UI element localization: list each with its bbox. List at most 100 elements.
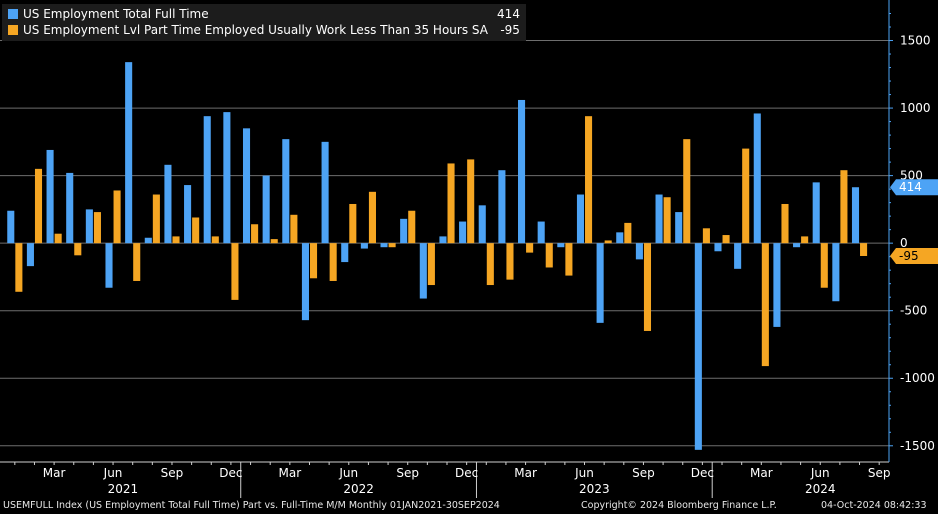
bar-part-time-37 <box>742 148 750 244</box>
bar-part-time-22 <box>447 163 455 244</box>
bar-full-time-23 <box>459 221 467 244</box>
bar-full-time-42 <box>832 243 840 302</box>
bar-full-time-25 <box>498 170 506 244</box>
bar-full-time-17 <box>341 243 349 263</box>
bar-part-time-36 <box>722 235 730 244</box>
bar-full-time-24 <box>478 205 486 244</box>
bar-full-time-5 <box>105 243 113 288</box>
bar-part-time-18 <box>368 191 376 244</box>
bar-part-time-1 <box>34 168 43 244</box>
bar-full-time-19 <box>380 243 388 248</box>
x-tick-label-13: Jun <box>810 466 830 480</box>
bar-part-time-5 <box>113 190 121 244</box>
bar-part-time-16 <box>329 243 337 281</box>
bar-part-time-11 <box>231 243 239 300</box>
x-tick-label-2: Sep <box>161 466 184 480</box>
bar-part-time-42 <box>840 170 848 244</box>
legend: US Employment Total Full Time 414 US Emp… <box>2 4 526 41</box>
bar-full-time-8 <box>164 164 172 244</box>
end-tag-label-full-time: 414 <box>899 180 922 194</box>
bar-part-time-38 <box>761 243 769 367</box>
bar-part-time-43 <box>860 243 868 256</box>
bar-full-time-1 <box>26 243 34 267</box>
bar-part-time-32 <box>643 243 652 331</box>
bar-full-time-43 <box>851 187 860 244</box>
bar-full-time-9 <box>184 185 192 244</box>
bar-part-time-4 <box>93 212 101 244</box>
bar-part-time-34 <box>683 139 691 244</box>
bar-part-time-0 <box>15 243 23 292</box>
bar-full-time-6 <box>125 62 133 244</box>
legend-label-full-time: US Employment Total Full Time <box>23 7 209 21</box>
bar-full-time-16 <box>321 141 329 244</box>
legend-swatch-full-time <box>8 9 18 19</box>
bar-part-time-21 <box>427 243 435 286</box>
x-tick-label-5: Jun <box>338 466 358 480</box>
x-tick-label-4: Mar <box>279 466 302 480</box>
bar-part-time-15 <box>309 243 318 279</box>
x-tick-label-10: Sep <box>632 466 655 480</box>
bar-part-time-24 <box>486 243 494 286</box>
x-tick-label-8: Mar <box>514 466 537 480</box>
bar-full-time-10 <box>203 116 211 244</box>
x-tick-label-9: Jun <box>574 466 594 480</box>
bar-part-time-23 <box>467 159 475 244</box>
x-tick-label-12: Mar <box>750 466 773 480</box>
bar-full-time-37 <box>734 243 742 269</box>
bar-full-time-40 <box>793 243 801 248</box>
bar-part-time-40 <box>801 236 809 244</box>
bar-full-time-15 <box>301 243 309 321</box>
bar-full-time-22 <box>439 236 447 244</box>
bar-full-time-33 <box>655 194 663 244</box>
bar-full-time-27 <box>537 221 545 244</box>
y-tick-label-1500: 1500 <box>900 34 931 48</box>
footer-timestamp: 04-Oct-2024 08:42:33 <box>821 500 927 511</box>
bar-part-time-30 <box>604 240 612 244</box>
bar-part-time-25 <box>506 243 514 280</box>
y-tick-label-500: 500 <box>900 169 923 183</box>
bar-part-time-28 <box>565 243 573 276</box>
bar-full-time-3 <box>66 172 74 244</box>
bar-part-time-27 <box>545 243 553 268</box>
y-tick-label-0: 0 <box>900 236 908 250</box>
bar-full-time-12 <box>242 128 251 244</box>
legend-swatch-part-time <box>8 25 18 35</box>
bar-full-time-41 <box>812 182 820 244</box>
bar-part-time-10 <box>211 236 219 244</box>
bar-full-time-13 <box>262 175 270 244</box>
year-label-2023: 2023 <box>579 482 610 496</box>
x-tick-label-3: Dec <box>219 466 242 480</box>
bar-part-time-6 <box>133 243 141 281</box>
footer-description: USEMFULL Index (US Employment Total Full… <box>3 500 500 511</box>
y-tick-label--500: -500 <box>900 304 927 318</box>
bar-part-time-31 <box>624 222 632 244</box>
year-label-2022: 2022 <box>343 482 374 496</box>
bar-part-time-17 <box>349 203 357 244</box>
bar-full-time-34 <box>675 212 683 244</box>
y-tick-label-1000: 1000 <box>900 101 931 115</box>
bar-full-time-0 <box>7 210 15 244</box>
legend-label-part-time: US Employment Lvl Part Time Employed Usu… <box>23 23 488 37</box>
bar-full-time-39 <box>773 243 781 327</box>
end-tag-label-part-time: -95 <box>899 249 919 263</box>
bar-part-time-12 <box>251 224 259 244</box>
bar-part-time-41 <box>820 243 828 288</box>
bar-part-time-8 <box>172 236 180 244</box>
legend-value-full-time: 414 <box>497 7 520 21</box>
y-tick-label--1000: -1000 <box>900 371 935 385</box>
legend-entry-part-time[interactable]: US Employment Lvl Part Time Employed Usu… <box>8 22 520 38</box>
bar-part-time-33 <box>663 197 671 244</box>
bar-part-time-29 <box>585 116 593 244</box>
bar-part-time-35 <box>702 228 710 244</box>
bar-part-time-19 <box>388 243 396 248</box>
bar-part-time-3 <box>74 243 82 256</box>
bar-full-time-29 <box>576 194 585 244</box>
bar-full-time-20 <box>400 218 408 244</box>
bar-part-time-39 <box>781 203 789 244</box>
end-tag-part-time <box>890 247 938 264</box>
bar-full-time-18 <box>360 243 368 249</box>
legend-value-part-time: -95 <box>500 23 520 37</box>
x-tick-label-6: Sep <box>396 466 419 480</box>
legend-entry-full-time[interactable]: US Employment Total Full Time 414 <box>8 6 520 22</box>
bar-full-time-4 <box>85 209 93 244</box>
